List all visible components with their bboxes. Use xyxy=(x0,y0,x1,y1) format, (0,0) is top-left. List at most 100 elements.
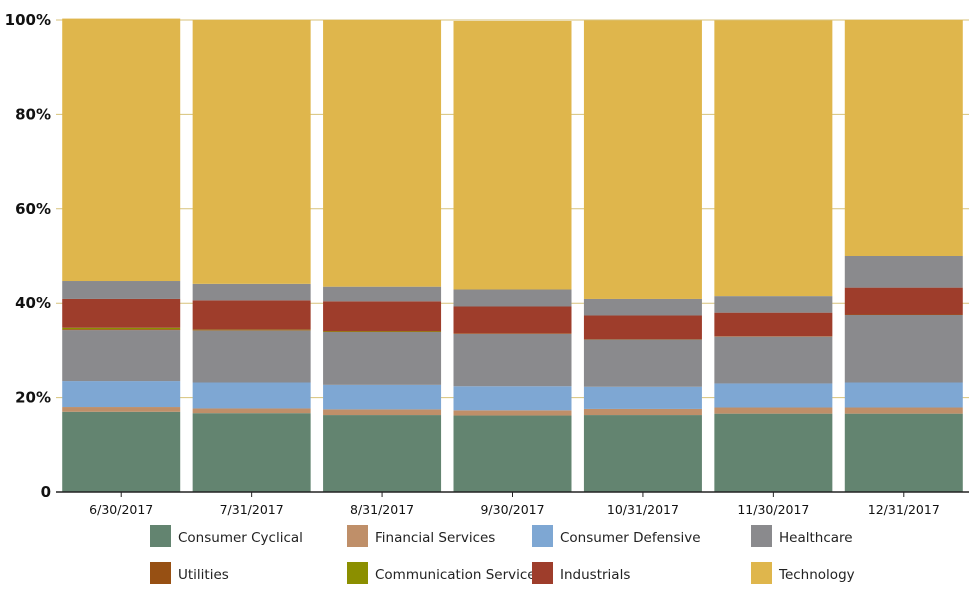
bar-segment xyxy=(62,381,181,408)
x-tick-label: 11/30/2017 xyxy=(737,502,809,517)
bar-segment xyxy=(583,315,702,340)
bar-segment xyxy=(192,413,311,492)
bar-segment xyxy=(192,382,311,409)
x-tick-label: 10/31/2017 xyxy=(607,502,679,517)
legend-label: Communication Services xyxy=(375,567,543,583)
bar-segment xyxy=(714,383,833,408)
bar-segment xyxy=(583,386,702,409)
bar-segment xyxy=(583,298,702,316)
legend-item: Utilities xyxy=(150,562,229,584)
bar-segment xyxy=(453,333,572,387)
bar-segment xyxy=(453,386,572,411)
bar-segment xyxy=(62,18,181,282)
legend-item: Consumer Defensive xyxy=(532,525,701,547)
legend-label: Industrials xyxy=(560,567,630,583)
y-tick-label: 40% xyxy=(15,294,51,312)
bar-segment xyxy=(62,281,181,299)
legend-swatch xyxy=(532,562,553,584)
bar-segment xyxy=(323,409,442,416)
bar-stack xyxy=(583,20,702,492)
bar-segment xyxy=(453,289,572,307)
bar-stack xyxy=(323,20,442,492)
bar-segment xyxy=(323,20,442,287)
bar-segment xyxy=(583,408,702,416)
bar-segment xyxy=(62,327,181,330)
x-tick-labels: 6/30/2017 7/31/2017 8/31/2017 9/30/2017 10/3… xyxy=(89,502,940,517)
bar-segment xyxy=(844,413,963,492)
bar-segment xyxy=(844,256,963,288)
bar-segment xyxy=(583,415,702,492)
y-tick-labels: 0 20% 40% 60% 80% 100% xyxy=(5,11,51,501)
legend-swatch xyxy=(532,525,553,547)
bar-stack xyxy=(453,20,572,492)
bar-segment xyxy=(453,306,572,334)
bar-segment xyxy=(323,286,442,302)
legend-item: Industrials xyxy=(532,562,630,584)
bar-stack xyxy=(844,20,963,492)
bar-segment xyxy=(62,411,181,492)
bar-segment xyxy=(583,339,702,387)
bar-segment xyxy=(583,20,702,299)
y-tick-label: 0 xyxy=(41,483,51,501)
legend-label: Healthcare xyxy=(779,530,853,546)
bar-segment xyxy=(844,382,963,408)
legend-item: Technology xyxy=(751,562,855,584)
bar-segment xyxy=(192,330,311,383)
bar-stack xyxy=(714,20,833,492)
legend-item: Financial Services xyxy=(347,525,495,547)
legend-label: Consumer Defensive xyxy=(560,530,701,546)
legend-swatch xyxy=(150,562,171,584)
legend-label: Consumer Cyclical xyxy=(178,530,303,546)
y-tick-label: 80% xyxy=(15,105,51,123)
bar-segment xyxy=(192,300,311,330)
legend-item: Consumer Cyclical xyxy=(150,525,303,547)
bar-segment xyxy=(844,315,963,383)
bar-segment xyxy=(323,384,442,410)
bar-segment xyxy=(323,301,442,332)
bar-segment xyxy=(192,283,311,301)
legend-label: Utilities xyxy=(178,567,229,583)
legend-swatch xyxy=(347,525,368,547)
x-tick-label: 6/30/2017 xyxy=(89,502,153,517)
bar-segment xyxy=(714,20,833,297)
bar-segment xyxy=(714,413,833,492)
legend-label: Technology xyxy=(778,567,855,583)
legend: Consumer Cyclical Financial Services Consu… xyxy=(150,525,855,584)
legend-label: Financial Services xyxy=(375,530,495,546)
y-tick-label: 60% xyxy=(15,200,51,218)
legend-swatch xyxy=(751,525,772,547)
x-tick-label: 12/31/2017 xyxy=(868,502,940,517)
bar-segment xyxy=(62,298,181,328)
bar-segment xyxy=(714,336,833,384)
axes xyxy=(56,491,969,497)
bar-segment xyxy=(453,415,572,492)
y-tick-label: 100% xyxy=(5,11,51,29)
legend-swatch xyxy=(150,525,171,547)
legend-swatch xyxy=(347,562,368,584)
bar-segment xyxy=(323,415,442,492)
bar-segment xyxy=(714,312,833,337)
bar-stack xyxy=(192,20,311,492)
legend-item: Healthcare xyxy=(751,525,853,547)
bar-segment xyxy=(192,20,311,284)
legend-item: Communication Services xyxy=(347,562,543,584)
x-tick-label: 7/31/2017 xyxy=(220,502,284,517)
bar-segment xyxy=(62,407,181,412)
legend-swatch xyxy=(751,562,772,584)
bar-segment xyxy=(844,20,963,256)
bar-segment xyxy=(192,408,311,414)
bar-stack xyxy=(62,18,181,492)
x-tick-label: 8/31/2017 xyxy=(350,502,414,517)
x-tick-label: 9/30/2017 xyxy=(480,502,544,517)
bar-segment xyxy=(453,20,572,290)
bar-segment xyxy=(714,407,833,414)
bar-segment xyxy=(62,330,181,382)
y-tick-label: 20% xyxy=(15,389,51,407)
bar-segment xyxy=(844,407,963,414)
bars xyxy=(62,18,963,492)
bar-segment xyxy=(323,331,442,385)
bar-segment xyxy=(62,329,181,331)
bar-segment xyxy=(844,287,963,315)
bar-segment xyxy=(714,296,833,313)
